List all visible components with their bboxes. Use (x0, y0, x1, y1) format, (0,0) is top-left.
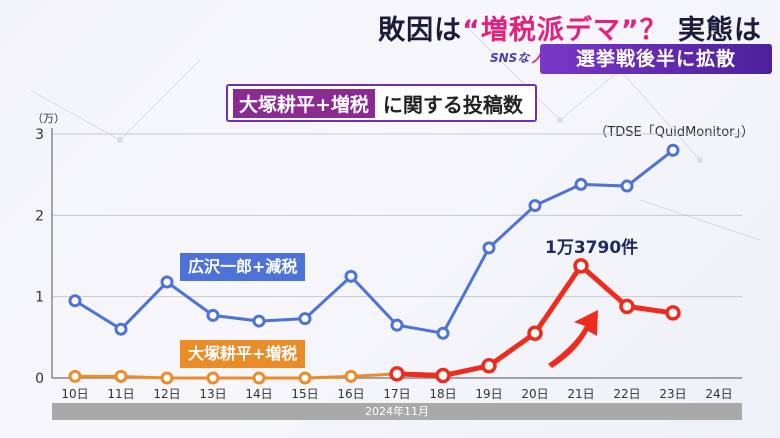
orange-data-point (481, 358, 497, 374)
emphasis-arrow (548, 310, 598, 368)
blue-data-point (68, 294, 82, 308)
y-unit-label: （万） (32, 112, 65, 125)
x-tick-label: 10日 (61, 387, 88, 401)
blue-data-point (298, 312, 312, 326)
blue-data-point (436, 326, 450, 340)
x-tick-label: 13日 (199, 387, 226, 401)
orange-data-point (206, 371, 220, 385)
x-tick-label: 19日 (475, 387, 502, 401)
x-tick-label: 21日 (567, 387, 594, 401)
chart-title-tag: 大塚耕平+増税 (233, 88, 375, 118)
orange-data-point (298, 371, 312, 385)
orange-data-point (160, 371, 174, 385)
orange-series-callout: 大塚耕平+増税 (180, 340, 306, 368)
y-tick-label: 1 (35, 290, 44, 306)
blue-data-point (574, 177, 588, 191)
blue-data-point (528, 199, 542, 213)
orange-series-highlight-line (396, 262, 674, 379)
blue-series-line (74, 149, 674, 335)
blue-data-point (344, 269, 358, 283)
x-tick-label: 16日 (337, 387, 364, 401)
orange-data-point (252, 371, 266, 385)
blue-data-point (114, 322, 128, 336)
x-tick-label: 17日 (383, 387, 410, 401)
orange-data-point (68, 369, 82, 383)
chart-title-text: に関する投稿数 (382, 92, 523, 117)
blue-data-point (206, 308, 220, 322)
x-tick-label: 22日 (613, 387, 640, 401)
x-tick-label: 18日 (429, 387, 456, 401)
x-tick-label: 24日 (705, 387, 732, 401)
orange-data-point (114, 369, 128, 383)
orange-data-point (573, 258, 589, 274)
orange-data-point (389, 366, 405, 382)
y-tick-label: 3 (35, 127, 44, 143)
x-tick-label: 14日 (245, 387, 272, 401)
blue-data-point (160, 275, 174, 289)
orange-data-point (665, 305, 681, 321)
headline: 敗因は“増税派デマ”？ 実態は (378, 8, 762, 47)
x-tick-label: 23日 (659, 387, 686, 401)
peak-value-label: 1万3790件 (545, 238, 639, 258)
month-band: 2024年11月 (52, 403, 742, 420)
blue-data-point (666, 143, 680, 157)
orange-data-point (435, 367, 451, 384)
orange-data-point (527, 325, 543, 342)
orange-series-line (75, 372, 398, 380)
blue-data-point (390, 318, 404, 332)
y-tick-label: 0 (35, 371, 44, 387)
chart-title: 大塚耕平+増税 に関する投稿数 (226, 84, 537, 122)
x-tick-label: 11日 (107, 387, 134, 401)
data-source: （TDSE「QuidMonitor」） (594, 125, 754, 140)
headline-prefix: 敗因は (378, 15, 463, 46)
x-tick-label: 15日 (291, 387, 318, 401)
orange-data-point (619, 298, 635, 315)
orange-data-point (344, 369, 358, 383)
headline-highlight: “増税派デマ”？ (462, 15, 668, 46)
blue-data-point (252, 314, 266, 328)
blue-data-point (482, 241, 496, 255)
logo-text: SNSな (490, 51, 530, 65)
x-tick-label: 20日 (521, 387, 548, 401)
subtitle-banner: 選挙戦後半に拡散 (540, 44, 772, 74)
blue-data-point (620, 179, 634, 193)
y-tick-label: 2 (35, 208, 44, 224)
headline-suffix: 実態は (667, 15, 762, 46)
blue-series-callout: 広沢一郎+減税 (180, 253, 306, 281)
x-tick-label: 12日 (153, 387, 180, 401)
